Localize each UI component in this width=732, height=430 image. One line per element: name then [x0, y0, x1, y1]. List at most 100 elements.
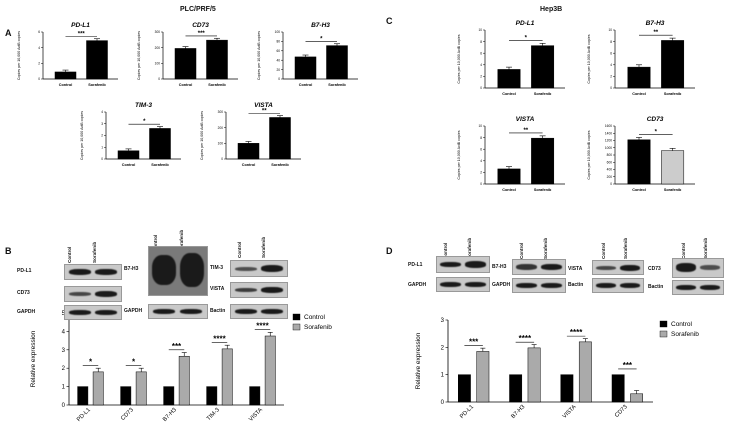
chart-c-cd73-ytick-label-7: 1400 [605, 131, 612, 135]
chart-a-b7h3-ytick-label-4: 80 [276, 40, 280, 44]
chart-c-cd73-ytick-label-6: 1200 [605, 139, 612, 143]
band [180, 309, 202, 314]
chart-d-quant-ytick-label-0: 0 [441, 400, 445, 406]
chart-a-tim3: TIM-3 Copies per 10,000 ActB copies 0 1 2 3 4 C… [80, 102, 181, 167]
chart-c-vista-xtick-label-0: Control [502, 188, 516, 192]
blot-b3-label-2: Bactin [210, 308, 226, 314]
chart-a-tim3-ytick-label-4: 4 [101, 110, 103, 114]
chart-a-vista-bar-0 [237, 143, 260, 160]
chart-d-quant-legend-label-1: Sorafenib [671, 331, 699, 338]
blot-d3-lane-sorafenib: Sorafenib [623, 237, 628, 259]
blot-d4-lane-control: Control [681, 242, 686, 259]
chart-a-vista-ytick-label-1: 100 [218, 142, 224, 146]
blot-d3-label-0: VISTA [568, 266, 583, 272]
blot-d1-row-gapdh [436, 277, 490, 292]
chart-c-cd73-title: CD73 [647, 116, 664, 123]
chart-b-quant-bar-4-0 [249, 386, 261, 406]
blot-d4-lane-sorafenib: Sorafenib [703, 237, 708, 259]
chart-a-pdl1-bar-1 [86, 40, 108, 80]
chart-b-quant-legend-label-0: Control [304, 314, 326, 321]
chart-c-vista-xtick-label-1: Sorafenib [534, 188, 552, 192]
chart-c-b7h3-ytick-label-5: 10 [608, 28, 612, 32]
chart-c-cd73-bar-0 [627, 139, 651, 185]
chart-a-tim3-sig-label: * [143, 119, 146, 125]
band [235, 309, 257, 314]
chart-a-vista: VISTA Copies per 10,000 ActB copies 0 100 20… [200, 102, 301, 167]
chart-b-quant-bar-3-1 [221, 348, 233, 406]
chart-c-cd73-ytick-label-2: 400 [607, 168, 613, 172]
chart-d-quant-xtick-label-2: VISTA [562, 404, 578, 420]
chart-a-pdl1-ytick-label-0: 0 [38, 77, 40, 81]
chart-d-quant-ytick-label-3: 3 [441, 318, 445, 324]
chart-d-quant-sig-label-0: *** [469, 338, 479, 347]
chart-c-pdl1: PD-L1 Copies per 10,000 ActB copies 0 2 4 6 8 1… [457, 20, 565, 96]
chart-b-quant-sig-label-0: * [89, 357, 93, 366]
panel-letter-d: D [386, 246, 393, 256]
blot-d3-row-bactin [592, 278, 644, 293]
band [180, 253, 204, 287]
chart-b-quant-ytick-label-4: 4 [62, 329, 66, 335]
blot-b2-row-gapdh [148, 304, 208, 319]
chart-c-vista-ytick-label-5: 10 [478, 124, 482, 128]
chart-a-b7h3-bar-1 [326, 45, 348, 80]
chart-d-quant-bar-3-1 [630, 393, 643, 403]
chart-c-cd73-ytick-label-4: 800 [607, 153, 613, 157]
chart-d-quant-bar-2-0 [560, 374, 574, 403]
band [596, 266, 616, 270]
chart-c-pdl1-xtick-label-1: Sorafenib [534, 92, 552, 96]
band [261, 265, 283, 272]
band [152, 255, 176, 285]
chart-b-quant-legend-label-1: Sorafenib [304, 324, 332, 331]
chart-c-cd73-ytick-label-1: 200 [607, 175, 613, 179]
chart-c-vista-bar-1 [531, 137, 555, 185]
blot-d4-label-1: Bactin [648, 284, 664, 290]
blot-b1-row-cd73 [64, 286, 122, 302]
band [95, 291, 117, 297]
blot-d3-label-1: Bactin [568, 282, 584, 288]
chart-a-tim3-ytick-label-0: 0 [101, 157, 103, 161]
chart-a-pdl1-bar-0 [54, 71, 77, 80]
chart-b-quant-ytick-label-5: 5 [62, 311, 66, 317]
chart-d-quant-sig-label-1: **** [519, 334, 532, 343]
band [700, 285, 720, 290]
chart-a-b7h3-ytick-label-3: 60 [276, 49, 280, 53]
chart-b-quant-legend-swatch-1 [292, 323, 301, 331]
chart-c-pdl1-bar-0 [497, 69, 521, 89]
chart-a-vista-xtick-label-0: Control [242, 163, 256, 167]
chart-c-pdl1-xtick-label-0: Control [502, 92, 516, 96]
chart-a-pdl1-sig-label: *** [78, 31, 86, 37]
band [235, 288, 257, 292]
band [465, 282, 486, 287]
blot-b1-row-pdl1 [64, 264, 122, 280]
chart-c-pdl1-ylabel: Copies per 10,000 ActB copies [457, 34, 461, 83]
chart-b-quant-bar-0-0 [77, 386, 89, 406]
blot-b3-row-tim3 [230, 260, 288, 277]
chart-d-quant-bar-1-0 [509, 374, 523, 403]
blot-b1-row-gapdh [64, 305, 122, 320]
blot-d2-row-b7h3 [512, 259, 566, 275]
chart-d-quant-xtick-label-0: PD-L1 [459, 404, 475, 420]
chart-a-cd73-ytick-label-3: 300 [155, 30, 161, 34]
chart-a-vista-sig-label: ** [262, 108, 267, 114]
band [465, 261, 486, 268]
panel-letter-b: B [5, 246, 12, 256]
chart-c-b7h3-xtick-label-1: Sorafenib [664, 92, 682, 96]
chart-c-cd73-xtick-label-1: Sorafenib [664, 188, 682, 192]
blot-b1-lane-sorafenib: Sorafenib [92, 241, 97, 263]
chart-d-quant-ylabel: Relative expression [415, 332, 422, 389]
blot-b2-label-1: GAPDH [124, 308, 143, 314]
band [95, 269, 117, 275]
chart-b-quant-ytick-label-1: 1 [62, 385, 66, 391]
chart-a-cd73-xtick-label-0: Control [179, 83, 193, 87]
chart-c-pdl1-ytick-label-3: 6 [480, 51, 482, 55]
chart-a-pdl1-ytick-label-2: 4 [38, 46, 40, 50]
chart-a-b7h3-ytick-label-0: 0 [278, 77, 280, 81]
band [261, 309, 283, 314]
chart-a-cd73-ytick-label-0: 0 [158, 77, 160, 81]
chart-c-cd73-ylabel: Copies per 10,000 ActB copies [587, 130, 591, 179]
chart-d-quant-legend-label-0: Control [671, 321, 693, 328]
chart-b-quant-sig-label-1: * [132, 357, 136, 366]
chart-a-pdl1: PD-L1 Copies per 10,000 ActB copies 0 2 4 6 Co… [17, 22, 118, 87]
chart-a-tim3-ytick-label-2: 2 [101, 134, 103, 138]
chart-d-quant-legend-swatch-0 [659, 320, 668, 328]
